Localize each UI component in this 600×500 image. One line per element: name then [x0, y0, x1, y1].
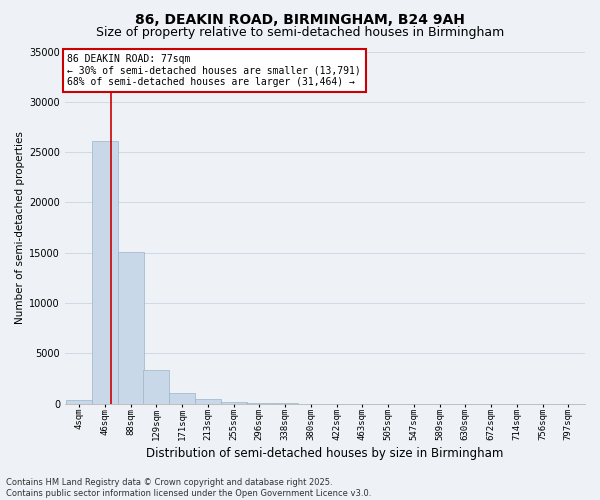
Bar	[169, 393, 195, 404]
Bar	[195, 400, 221, 404]
Bar	[118, 252, 144, 404]
Text: Contains HM Land Registry data © Crown copyright and database right 2025.
Contai: Contains HM Land Registry data © Crown c…	[6, 478, 371, 498]
X-axis label: Distribution of semi-detached houses by size in Birmingham: Distribution of semi-detached houses by …	[146, 447, 503, 460]
Y-axis label: Number of semi-detached properties: Number of semi-detached properties	[15, 131, 25, 324]
Text: Size of property relative to semi-detached houses in Birmingham: Size of property relative to semi-detach…	[96, 26, 504, 39]
Bar	[221, 402, 247, 404]
Bar	[143, 370, 169, 404]
Bar	[66, 400, 92, 404]
Bar	[92, 141, 118, 404]
Text: 86 DEAKIN ROAD: 77sqm
← 30% of semi-detached houses are smaller (13,791)
68% of : 86 DEAKIN ROAD: 77sqm ← 30% of semi-deta…	[67, 54, 361, 86]
Text: 86, DEAKIN ROAD, BIRMINGHAM, B24 9AH: 86, DEAKIN ROAD, BIRMINGHAM, B24 9AH	[135, 12, 465, 26]
Bar	[247, 403, 272, 404]
